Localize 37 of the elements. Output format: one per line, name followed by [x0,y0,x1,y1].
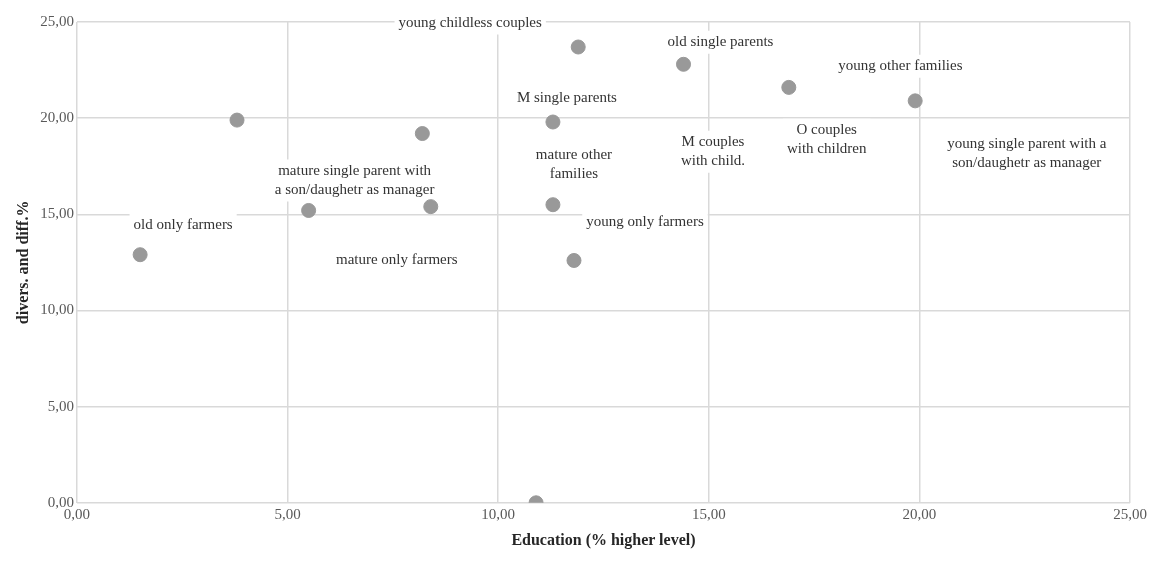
annotation: mature other families [535,146,613,182]
annotation: young only farmers [586,213,704,230]
y-axis-title: divers. and diff.% [13,200,31,325]
point [676,56,692,72]
annotation: M couples with child. [680,133,746,169]
y-tick-label: 15,00 [40,205,74,222]
annotation: mature only farmers [335,250,458,267]
point [132,247,148,263]
point [907,93,923,109]
x-tick-label: 5,00 [274,505,301,522]
point [301,202,317,218]
y-tick-label: 5,00 [47,397,74,414]
annotation: M single parents [516,88,618,105]
annotation: young childless couples [398,13,543,30]
x-axis-title: Education (% higher level) [511,530,696,549]
x-tick-label: 10,00 [481,505,516,522]
annotation: mature single parent with a son/daughetr as manager [274,161,435,197]
annotation: old single parents [667,33,774,50]
annotation: young other families [838,57,963,74]
annotation: young single parent with a son/daughetr as manager [947,134,1107,170]
annotation: old only farmers [133,215,233,232]
point [545,197,561,213]
y-tick-label: 0,00 [47,493,74,510]
x-tick-label: 20,00 [902,505,937,522]
y-tick-label: 25,00 [40,12,74,29]
point [566,252,582,268]
y-tick-label: 20,00 [40,109,74,126]
point [781,79,797,95]
point [414,126,430,142]
point [545,114,561,130]
y-tick-label: 10,00 [40,301,74,318]
annotation: O couples with children [786,121,867,157]
point [229,112,245,128]
x-tick-label: 15,00 [691,505,726,522]
point [423,199,439,215]
x-tick-label: 25,00 [1113,505,1147,522]
point [570,39,586,55]
